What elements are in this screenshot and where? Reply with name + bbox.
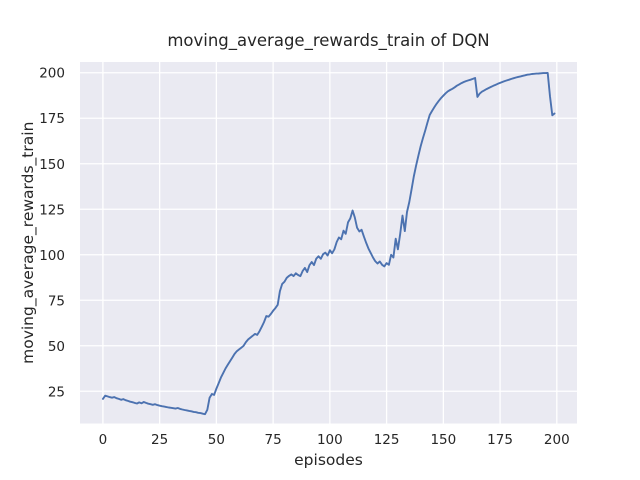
x-tick-label: 200 bbox=[544, 432, 570, 448]
x-tick-label: 125 bbox=[374, 432, 400, 448]
plot-area bbox=[80, 62, 577, 424]
y-tick-label: 50 bbox=[48, 339, 65, 355]
y-tick-label: 150 bbox=[39, 157, 65, 173]
series-line bbox=[101, 71, 556, 416]
x-tick-label: 50 bbox=[208, 432, 225, 448]
y-axis-tick-labels: 25 50 75 100 125 150 175 200 bbox=[39, 66, 65, 401]
x-tick-label: 100 bbox=[317, 432, 343, 448]
x-tick-label: 150 bbox=[430, 432, 456, 448]
y-axis-label: moving_average_rewards_train bbox=[19, 122, 38, 364]
y-tick-label: 200 bbox=[39, 66, 65, 82]
x-axis-label: episodes bbox=[294, 451, 363, 469]
series-lines bbox=[101, 71, 556, 416]
x-tick-label: 25 bbox=[151, 432, 168, 448]
x-tick-label: 75 bbox=[265, 432, 282, 448]
y-tick-label: 75 bbox=[48, 293, 65, 309]
chart-title: moving_average_rewards_train of DQN bbox=[167, 31, 489, 51]
x-axis-tick-labels: 0 25 50 75 100 125 150 175 200 bbox=[99, 432, 570, 448]
y-tick-label: 25 bbox=[48, 384, 65, 400]
x-tick-label: 175 bbox=[487, 432, 513, 448]
y-tick-label: 100 bbox=[39, 248, 65, 264]
x-tick-label: 0 bbox=[99, 432, 108, 448]
y-tick-label: 175 bbox=[39, 111, 65, 127]
y-tick-label: 125 bbox=[39, 202, 65, 218]
